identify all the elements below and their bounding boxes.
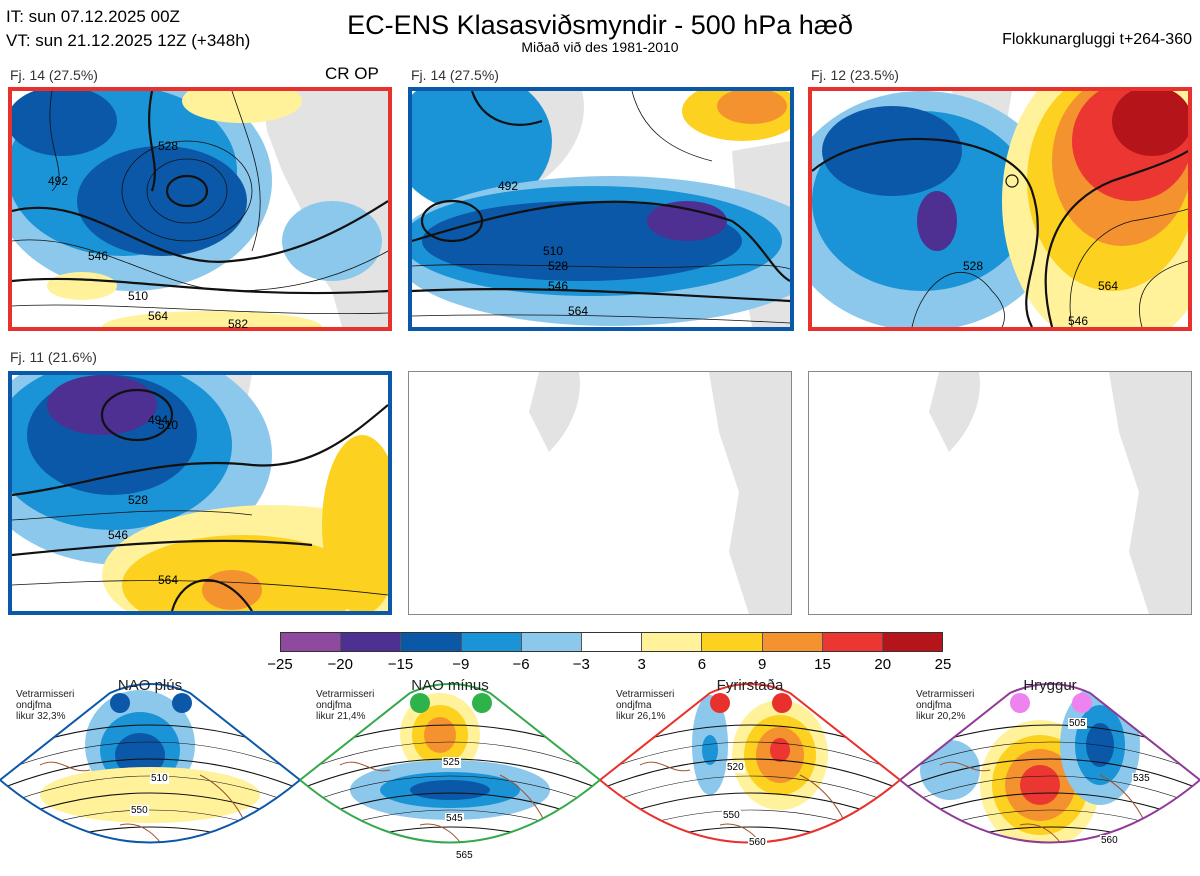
- regime-name: Hryggur: [1023, 677, 1077, 694]
- panel-2-label: Fj. 14 (27.5%): [411, 67, 499, 83]
- cluster-map-1: [8, 87, 392, 331]
- panel-contour-label: 564: [1098, 279, 1119, 293]
- colorbar-segment: [761, 633, 822, 651]
- colorbar-tick-label: −6: [512, 656, 530, 673]
- panel-3-label: Fj. 12 (23.5%): [811, 67, 899, 83]
- regime-name: NAO plús: [117, 677, 183, 694]
- panel-4-label: Fj. 11 (21.6%): [10, 349, 97, 365]
- panel-contour-label: 546: [548, 279, 569, 293]
- colorbar-tick-label: −3: [572, 656, 590, 673]
- regime-contour-label: 550: [130, 805, 149, 816]
- panel-contour-label: 564: [568, 304, 589, 318]
- colorbar-segment: [580, 633, 642, 651]
- colorbar-segment: [641, 633, 702, 651]
- colorbar-segment: [520, 633, 581, 651]
- panel-1-label: Fj. 14 (27.5%): [10, 67, 98, 83]
- panel-contour-label: 510: [158, 418, 179, 432]
- regime-contour-label: 510: [150, 773, 169, 784]
- colorbar-segment: [701, 633, 762, 651]
- cluster-map-3: [808, 87, 1192, 331]
- panel-contour-label: 528: [963, 259, 984, 273]
- panel-contour-label: 546: [108, 528, 129, 542]
- cluster-map-4: [8, 371, 392, 615]
- colorbar-segment: [281, 633, 341, 651]
- regime-3: Fyrirstaða Vetrarmisseri ondjfma likur 26…: [598, 675, 902, 871]
- regime-fan-map: [0, 683, 302, 844]
- regime-2: NAO mínus Vetrarmisseri ondjfma likur 21,…: [298, 675, 602, 871]
- empty-map-6: [808, 371, 1192, 615]
- regime-contour-label: 550: [722, 810, 741, 821]
- regime-contour-label: 545: [445, 813, 464, 824]
- panel-1-badge: CR OP: [325, 64, 379, 83]
- colorbar-segment: [881, 633, 943, 651]
- regime-contour-label: 505: [1068, 718, 1087, 729]
- panel-contour-label: 510: [128, 289, 149, 303]
- regime-contour-label: 535: [1132, 773, 1151, 784]
- colorbar-tick-label: −15: [387, 656, 414, 673]
- regime-name: NAO mínus: [411, 677, 489, 694]
- regime-info: Vetrarmisseri ondjfma likur 20,2%: [916, 689, 975, 722]
- colorbar-tick-label: −20: [327, 656, 353, 673]
- regime-4: Hryggur Vetrarmisseri ondjfma likur 20,2%…: [898, 675, 1200, 871]
- colorbar-tick-label: 9: [758, 656, 767, 673]
- regime-1: NAO plús Vetrarmisseri ondjfma likur 32,3…: [0, 675, 302, 871]
- panel-contour-label: 528: [128, 493, 149, 507]
- valid-time: VT: sun 21.12.2025 12Z (+348h): [6, 31, 251, 50]
- colorbar-segment: [821, 633, 882, 651]
- regime-contour-label: 525: [442, 757, 461, 768]
- panel-contour-label: 564: [158, 573, 179, 587]
- regime-info: Vetrarmisseri ondjfma likur 21,4%: [316, 689, 375, 722]
- empty-map-5: [408, 371, 792, 615]
- colorbar-tick-label: −9: [452, 656, 470, 673]
- panel-contour-label: 528: [548, 259, 569, 273]
- panel-contour-label: 564: [148, 309, 169, 323]
- page-subtitle: Miðað við des 1981-2010: [521, 39, 679, 55]
- panel-contour-label: 492: [48, 174, 69, 188]
- panel-contour-label: 494: [148, 413, 169, 427]
- regime-fan-map: [598, 683, 902, 844]
- regime-contour-label: 565: [455, 850, 474, 861]
- panel-contour-label: 510: [543, 244, 564, 258]
- colorbar-tick-label: −25: [267, 656, 293, 673]
- regime-contour-label: 560: [748, 837, 767, 848]
- page-title: EC-ENS Klasasviðsmyndir - 500 hPa hæð: [347, 10, 853, 40]
- regime-name: Fyrirstaða: [716, 677, 784, 694]
- regime-contour-label: 560: [1100, 835, 1119, 846]
- colorbar-tick-label: 3: [637, 656, 646, 673]
- panel-contour-label: 546: [1068, 314, 1089, 328]
- cluster-map-2: [408, 87, 794, 331]
- regime-info: Vetrarmisseri ondjfma likur 32,3%: [16, 689, 75, 722]
- colorbar-segment: [460, 633, 521, 651]
- init-time: IT: sun 07.12.2025 00Z: [6, 7, 180, 26]
- regime-fan-map: [898, 683, 1200, 844]
- colorbar-tick-label: 6: [697, 656, 707, 673]
- classification-window: Flokkunargluggi t+264-360: [1002, 31, 1192, 48]
- colorbar-tick-label: 25: [934, 656, 952, 673]
- colorbar-segment: [340, 633, 401, 651]
- panel-contour-label: 582: [228, 317, 249, 331]
- colorbar: [280, 632, 943, 652]
- colorbar-segment: [400, 633, 461, 651]
- regime-contour-label: 520: [726, 762, 745, 773]
- colorbar-tick-label: 15: [814, 656, 831, 673]
- panel-contour-label: 492: [498, 179, 519, 193]
- panel-contour-label: 546: [88, 249, 109, 263]
- colorbar-tick-label: 20: [874, 656, 892, 673]
- panel-contour-label: 528: [158, 139, 179, 153]
- regime-info: Vetrarmisseri ondjfma likur 26,1%: [616, 689, 675, 722]
